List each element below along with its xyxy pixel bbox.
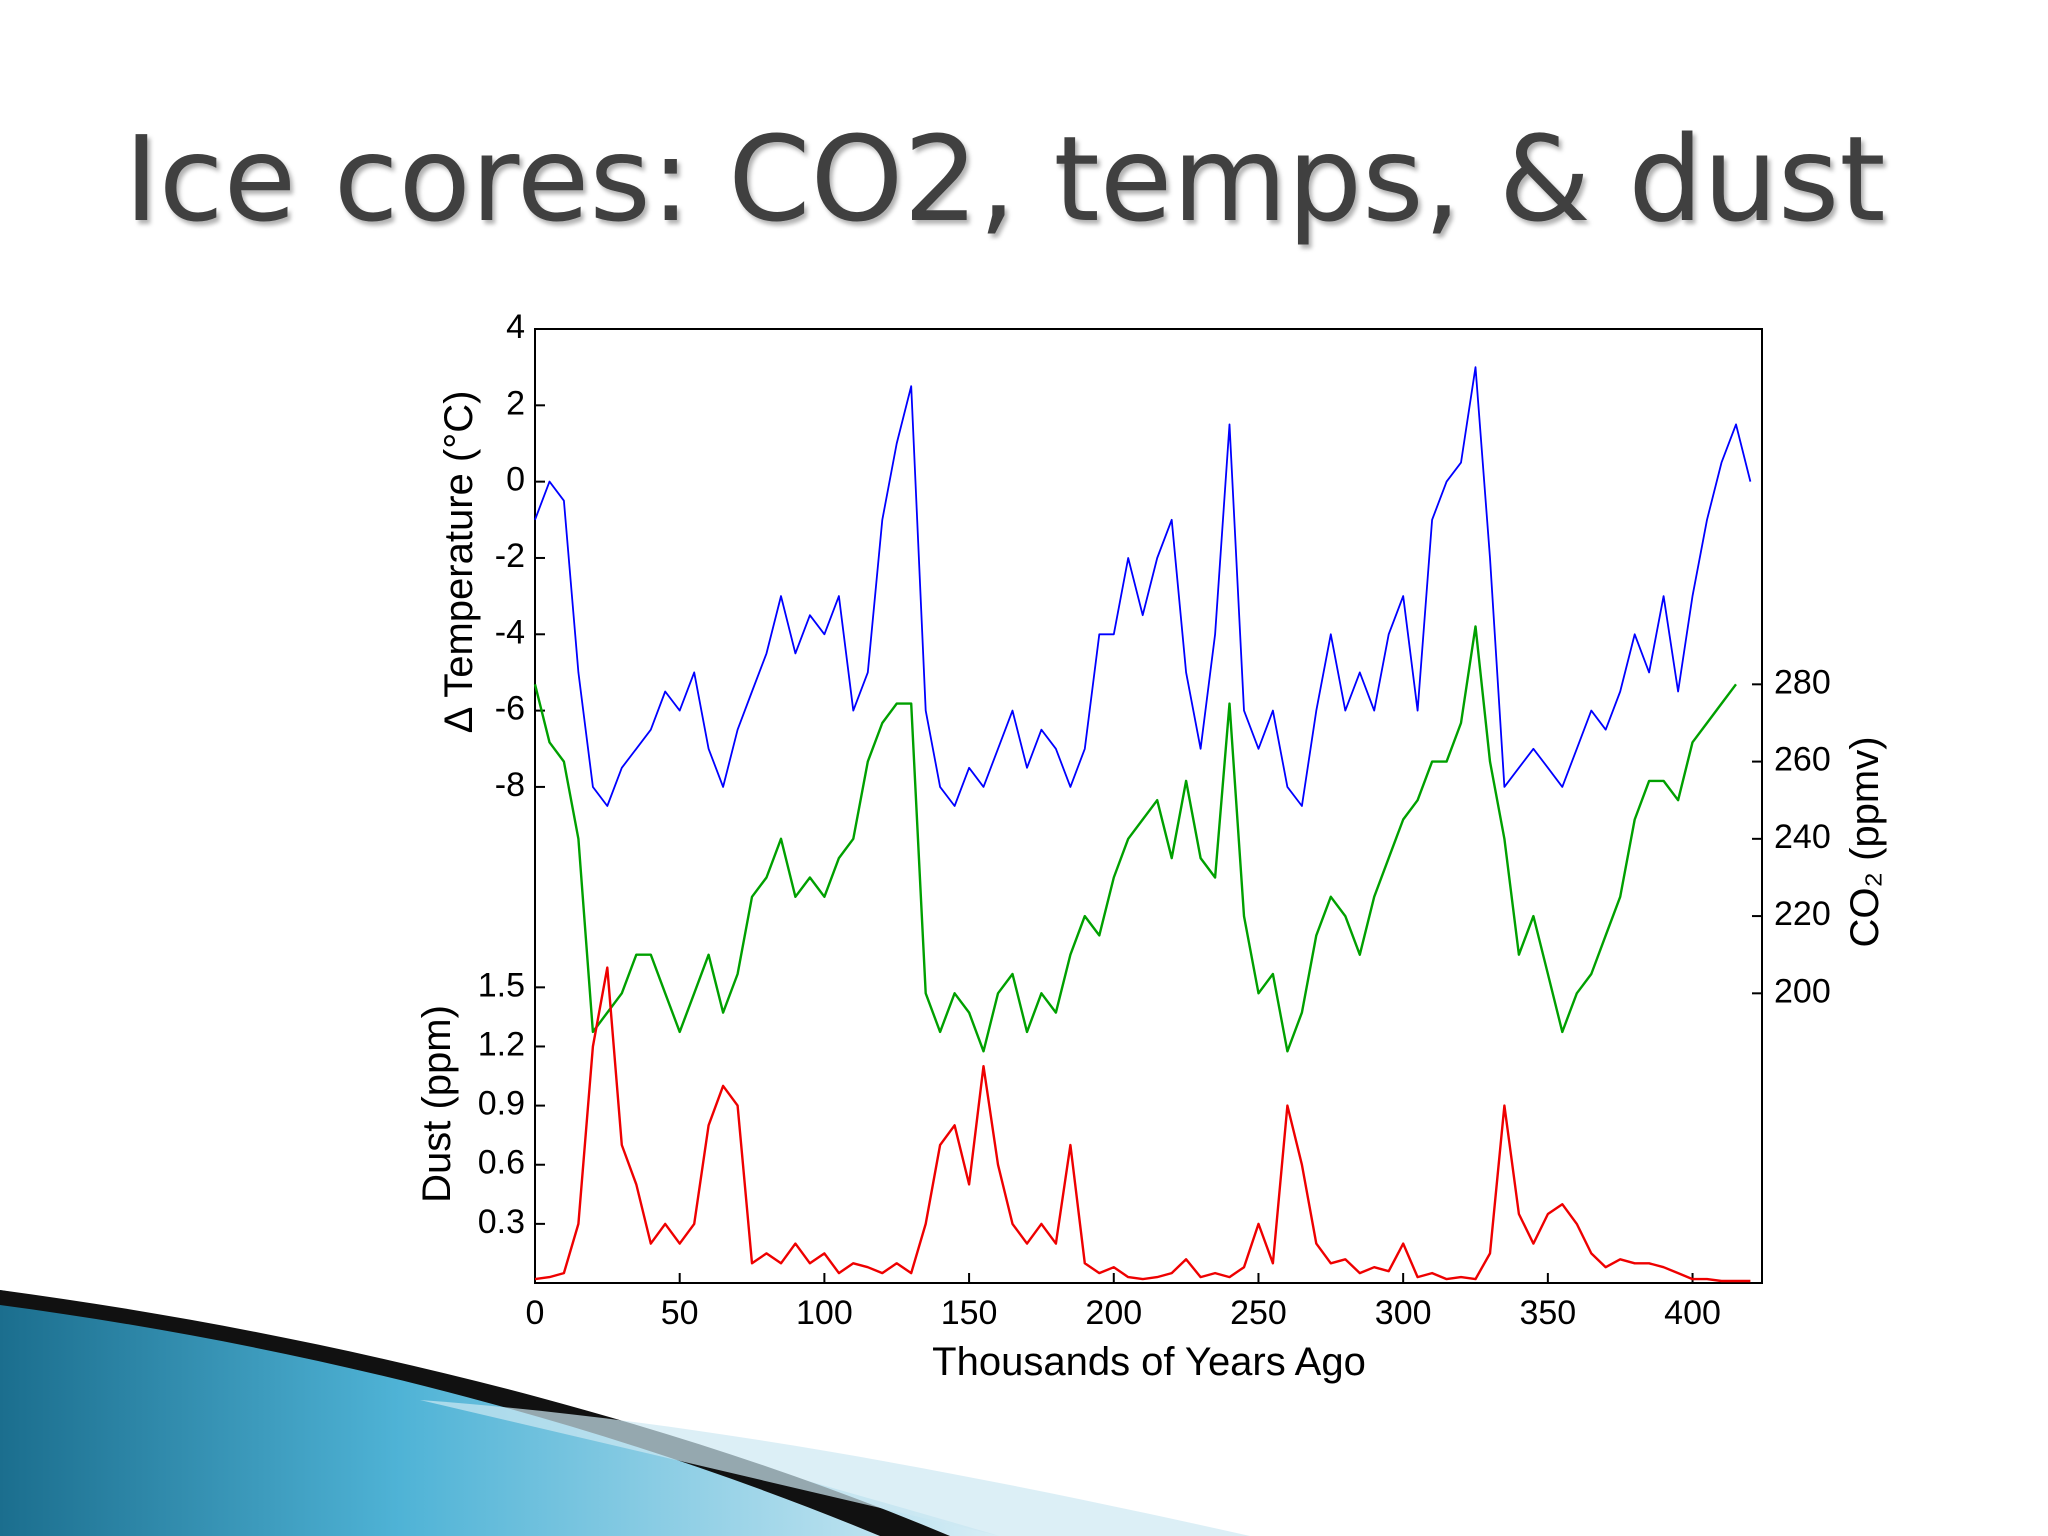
y2-tick-label: 280 bbox=[1774, 663, 1831, 701]
y-axis-label: Δ Temperature (°C) bbox=[437, 391, 481, 734]
plot-frame bbox=[534, 328, 1763, 1284]
decoration bbox=[420, 1400, 1250, 1536]
y-tick-label: -8 bbox=[495, 766, 525, 804]
y2-tick-label: 240 bbox=[1774, 818, 1831, 856]
y2-tick-label: 220 bbox=[1774, 895, 1831, 933]
data-line bbox=[534, 366, 1752, 807]
y-tick-label: 0 bbox=[506, 461, 525, 499]
y-tick-label: -4 bbox=[495, 613, 525, 651]
decoration bbox=[0, 1290, 950, 1536]
y3-tick-label: 1.2 bbox=[478, 1025, 525, 1063]
y3-tick-label: 0.3 bbox=[478, 1203, 525, 1241]
y3-tick-label: 0.6 bbox=[478, 1144, 525, 1182]
y-tick-label: 2 bbox=[506, 384, 525, 422]
y2-tick-label: 260 bbox=[1774, 741, 1831, 779]
x-tick-label: 350 bbox=[1519, 1294, 1576, 1332]
y-tick-label: -6 bbox=[495, 690, 525, 728]
y-tick-label: -2 bbox=[495, 537, 525, 575]
data-line bbox=[533, 625, 1737, 1053]
x-tick-label: 0 bbox=[526, 1294, 545, 1332]
y-tick-label: 4 bbox=[506, 308, 525, 346]
y3-tick-label: 1.5 bbox=[478, 966, 525, 1004]
data-line bbox=[534, 966, 1751, 1283]
y3-axis-label: Dust (ppm) bbox=[415, 1005, 459, 1203]
x-tick-label: 50 bbox=[661, 1294, 699, 1332]
y2-tick-label: 200 bbox=[1774, 972, 1831, 1010]
x-tick-label: 250 bbox=[1230, 1294, 1287, 1332]
x-tick-label: 200 bbox=[1085, 1294, 1142, 1332]
x-tick-label: 100 bbox=[796, 1294, 853, 1332]
x-tick-label: 150 bbox=[941, 1294, 998, 1332]
x-tick-label: 300 bbox=[1375, 1294, 1432, 1332]
x-axis-label: Thousands of Years Ago bbox=[932, 1340, 1366, 1384]
x-tick-label: 400 bbox=[1664, 1294, 1721, 1332]
y3-tick-label: 0.9 bbox=[478, 1085, 525, 1123]
y2-axis-label: CO₂ (ppmv) bbox=[1843, 736, 1887, 947]
slide-title: Ice cores: CO2, temps, & dust bbox=[124, 110, 1886, 248]
